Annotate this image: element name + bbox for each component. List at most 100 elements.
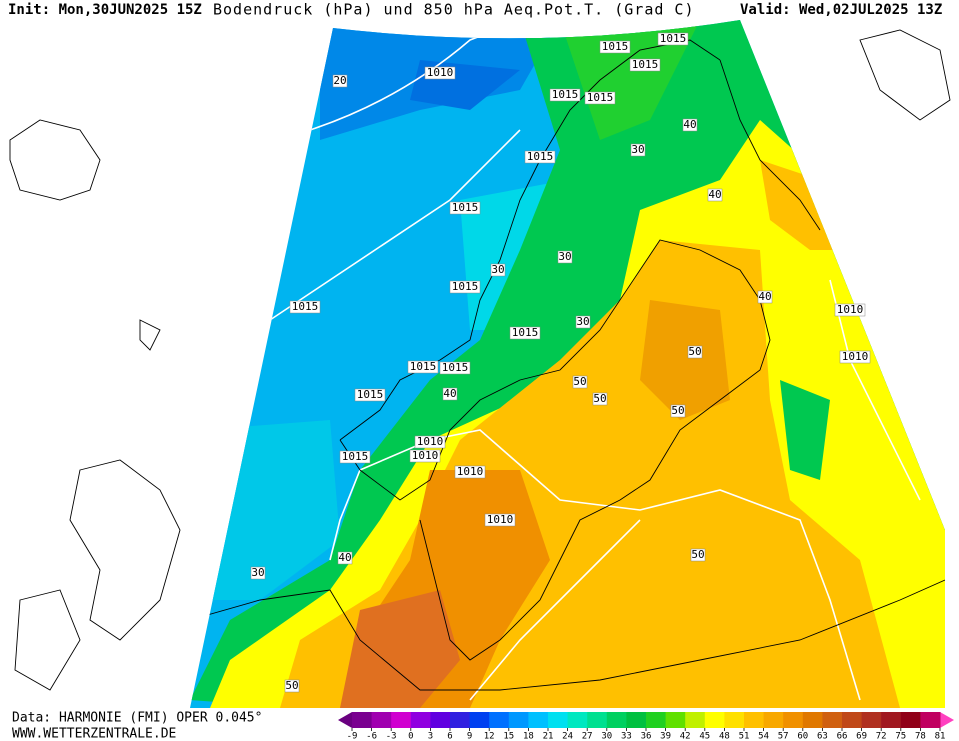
isoline-label: 1010 <box>457 465 484 478</box>
isoline-label: 30 <box>631 143 644 156</box>
isoline-label: 40 <box>443 387 456 400</box>
colorbar-tick-label: -6 <box>366 732 377 741</box>
colorbar-bin <box>920 712 941 728</box>
colorbar-bin <box>469 712 490 728</box>
isoline-label: 1010 <box>487 513 514 526</box>
colorbar-tick-label: 15 <box>503 732 514 741</box>
colorbar-bin <box>783 712 804 728</box>
colorbar-tick-label: -3 <box>386 732 397 741</box>
isoline-label: 1015 <box>632 58 659 71</box>
label-box <box>584 91 616 105</box>
label-box <box>657 32 689 46</box>
colorbar-under <box>338 712 352 728</box>
label-box <box>690 548 706 562</box>
colorbar-tick-label: 21 <box>543 732 554 741</box>
colorbar-bin <box>822 712 843 728</box>
colorbar-bin <box>606 712 627 728</box>
colorbar-bin <box>744 712 765 728</box>
label-box <box>575 315 591 329</box>
label-box <box>682 118 698 132</box>
colorbar-tick-label: 3 <box>428 732 433 741</box>
label-box <box>572 375 588 389</box>
colorbar-bin <box>548 712 569 728</box>
isoline-label: 1015 <box>552 88 579 101</box>
colorbar-bin <box>528 712 549 728</box>
colorbar-tick-label: -9 <box>347 732 358 741</box>
isoline-label: 1015 <box>292 300 319 313</box>
colorbar-over <box>940 712 954 728</box>
label-box <box>629 58 661 72</box>
label-box <box>289 300 321 314</box>
colorbar-bin <box>842 712 863 728</box>
label-box <box>592 392 608 406</box>
label-box <box>284 679 300 693</box>
colorbar-tick-label: 69 <box>856 732 867 741</box>
isoline-label: 30 <box>558 250 571 263</box>
colorbar-tick-label: 18 <box>523 732 534 741</box>
colorbar-bin <box>371 712 392 728</box>
isoline-label: 40 <box>708 188 721 201</box>
isoline-label: 1010 <box>837 303 864 316</box>
colorbar-tick-label: 48 <box>719 732 730 741</box>
colorbar-tick-label: 81 <box>935 732 946 741</box>
label-box <box>599 40 631 54</box>
colorbar-tick-label: 6 <box>447 732 452 741</box>
label-box <box>839 350 871 364</box>
label-box <box>337 551 353 565</box>
isoline-label: 1015 <box>442 361 469 374</box>
label-box <box>630 143 646 157</box>
colorbar-tick-label: 42 <box>680 732 691 741</box>
label-box <box>509 326 541 340</box>
label-box <box>484 513 516 527</box>
isoline-label: 1015 <box>410 360 437 373</box>
label-box <box>414 435 446 449</box>
isoline-label: 20 <box>333 74 346 87</box>
label-box <box>449 280 481 294</box>
label-box <box>439 361 471 375</box>
label-box <box>442 387 458 401</box>
colorbar-tick-label: 39 <box>660 732 671 741</box>
isoline-label: 50 <box>573 375 586 388</box>
label-box <box>332 74 348 88</box>
label-box <box>250 566 266 580</box>
isoline-label: 30 <box>576 315 589 328</box>
colorbar-tick-label: 9 <box>467 732 472 741</box>
colorbar-tick-label: 12 <box>484 732 495 741</box>
colorbar-tick-label: 57 <box>778 732 789 741</box>
colorbar-tick-label: 0 <box>408 732 413 741</box>
colorbar-tick-label: 45 <box>699 732 710 741</box>
colorbar-bin <box>450 712 471 728</box>
colorbar-bin <box>410 712 431 728</box>
colorbar-bin <box>430 712 451 728</box>
colorbar-tick-label: 36 <box>641 732 652 741</box>
label-box <box>409 449 441 463</box>
colorbar-bin <box>391 712 412 728</box>
label-box <box>670 404 686 418</box>
label-box <box>449 201 481 215</box>
isoline-label: 1010 <box>412 449 439 462</box>
isoline-label: 1010 <box>417 435 444 448</box>
colorbar-bin <box>900 712 921 728</box>
isoline-label: 30 <box>251 566 264 579</box>
isoline-label: 1015 <box>512 326 539 339</box>
isoline-label: 1015 <box>602 40 629 53</box>
isoline-label: 50 <box>671 404 684 417</box>
label-box <box>549 88 581 102</box>
colorbar-bin <box>508 712 529 728</box>
colorbar-tick-label: 33 <box>621 732 632 741</box>
label-box <box>687 345 703 359</box>
isoline-label: 1010 <box>427 66 454 79</box>
isoline-label: 50 <box>285 679 298 692</box>
isoline-label: 1015 <box>527 150 554 163</box>
colorbar-tick-label: 30 <box>601 732 612 741</box>
colorbar-bin <box>626 712 647 728</box>
isoline-label: 1015 <box>660 32 687 45</box>
label-box <box>524 150 556 164</box>
colorbar-bin <box>704 712 725 728</box>
data-source: Data: HARMONIE (FMI) OPER 0.045° <box>12 711 262 726</box>
colorbar-tick-label: 72 <box>876 732 887 741</box>
colorbar-tick-label: 24 <box>562 732 573 741</box>
isoline-label: 1015 <box>452 201 479 214</box>
